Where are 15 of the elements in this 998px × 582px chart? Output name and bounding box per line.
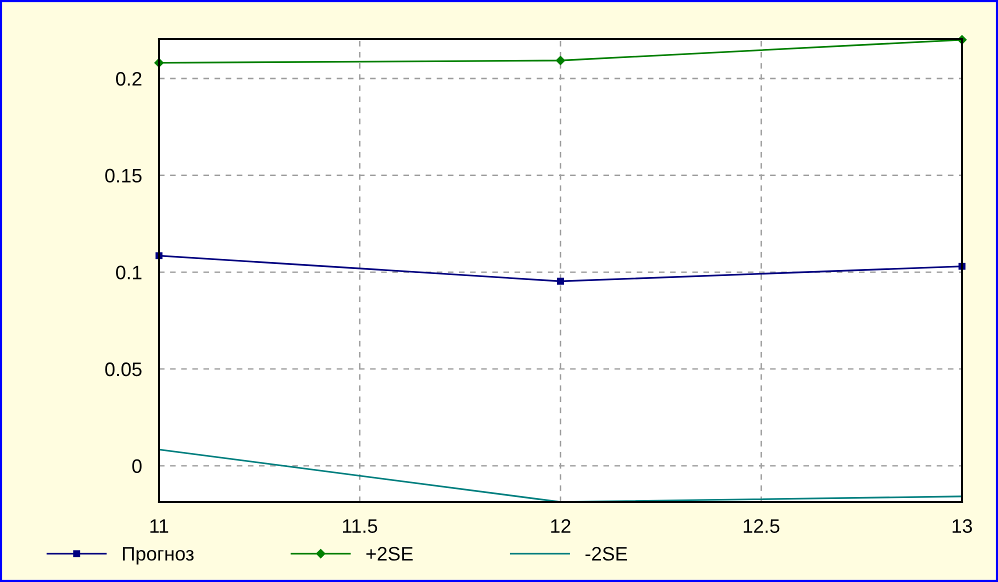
x-tick-label: 12.5 (744, 519, 780, 533)
x-tick-label: 12 (551, 519, 570, 533)
y-tick-label: 0.15 (105, 168, 142, 183)
y-tick-label: 0 (132, 459, 142, 474)
legend-label: +2SE (366, 546, 413, 561)
x-tick-label: 13 (952, 519, 972, 533)
legend-label: Прогноз (122, 547, 194, 564)
y-tick-label: 0.05 (105, 362, 142, 376)
y-tick-label: 0.2 (116, 72, 142, 86)
y-tick-label: 0.1 (116, 266, 142, 280)
x-tick-label: 11.5 (343, 519, 378, 533)
x-tick-label: 11 (150, 519, 168, 533)
point (557, 278, 564, 285)
point (556, 56, 566, 66)
legend-label: -2SE (586, 546, 628, 561)
